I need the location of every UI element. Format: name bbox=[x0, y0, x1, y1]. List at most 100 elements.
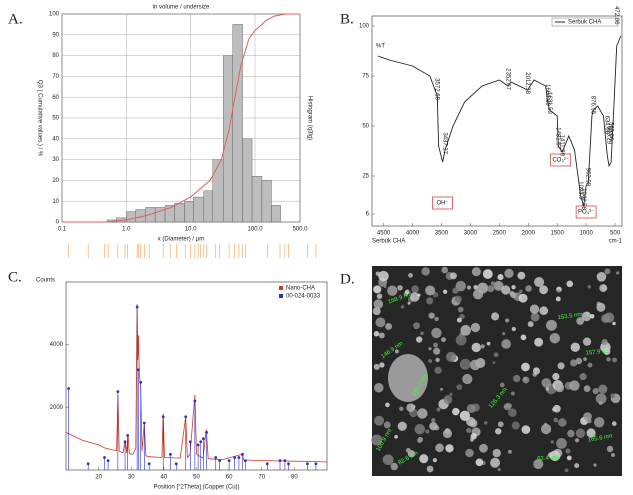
x-tick-label: 3500 bbox=[435, 231, 449, 237]
y-tick-label: 0 bbox=[56, 220, 60, 226]
reference-dot bbox=[233, 456, 237, 459]
sem-particle bbox=[601, 338, 608, 346]
sem-particle bbox=[549, 333, 561, 344]
sem-particle bbox=[466, 404, 476, 414]
histogram-bar bbox=[222, 55, 233, 223]
sem-particle bbox=[510, 391, 515, 396]
peak-label: 3572.68 bbox=[434, 78, 440, 100]
sem-particle bbox=[586, 428, 596, 438]
sem-particle bbox=[409, 292, 420, 302]
y-tick-label: 60 bbox=[52, 95, 59, 101]
x-axis-label: cm-1 bbox=[609, 239, 623, 245]
sem-particle bbox=[456, 384, 463, 390]
sem-particle bbox=[495, 281, 504, 290]
sem-particle bbox=[610, 393, 616, 399]
sem-particle bbox=[431, 327, 442, 339]
sem-particle bbox=[598, 401, 603, 405]
sem-particle bbox=[432, 457, 438, 463]
legend-box bbox=[551, 17, 619, 27]
sem-particle bbox=[442, 429, 452, 439]
sem-particle bbox=[404, 289, 410, 295]
sem-particle bbox=[567, 429, 575, 438]
reference-dot bbox=[287, 462, 290, 466]
panel-label: A. bbox=[8, 11, 23, 27]
sem-particle bbox=[408, 272, 413, 278]
legend-label: Serbuk CHA bbox=[568, 20, 601, 26]
histogram-bar bbox=[232, 24, 243, 223]
reference-dot bbox=[205, 431, 209, 434]
sem-particle bbox=[472, 289, 484, 300]
sem-particle bbox=[532, 367, 541, 375]
x-tick-label: 30 bbox=[128, 475, 135, 481]
sem-particle bbox=[599, 284, 608, 293]
sem-particle bbox=[434, 366, 442, 374]
sem-particle bbox=[373, 363, 380, 370]
sem-particle bbox=[616, 271, 620, 275]
sem-particle bbox=[497, 468, 501, 472]
sem-particle bbox=[557, 289, 561, 293]
x-tick-label: 100.0 bbox=[248, 227, 264, 233]
sem-particle bbox=[470, 322, 481, 333]
sem-particle bbox=[435, 357, 440, 363]
x-tick-label: 2000 bbox=[522, 231, 536, 237]
sem-particle bbox=[529, 304, 540, 314]
sem-particle bbox=[373, 285, 382, 294]
sem-particle bbox=[521, 425, 531, 434]
sem-particle bbox=[511, 326, 516, 332]
histogram-bar bbox=[126, 211, 136, 223]
x-tick-label: 40 bbox=[161, 475, 168, 481]
group-label: CO₃²⁻ bbox=[552, 158, 569, 164]
peak-label: 3437.17 bbox=[442, 132, 448, 154]
y-tick-label: 6 bbox=[366, 212, 370, 218]
reference-dot bbox=[214, 456, 218, 459]
sem-particle bbox=[606, 445, 614, 453]
sem-particle bbox=[611, 453, 615, 457]
legend-label: 00-024-0033 bbox=[286, 294, 321, 300]
sem-particle bbox=[574, 463, 580, 469]
reference-dot bbox=[283, 459, 287, 462]
group-box bbox=[575, 205, 597, 219]
y-tick-label: 25 bbox=[362, 174, 369, 180]
sem-particle bbox=[508, 408, 517, 417]
sem-particle bbox=[558, 418, 567, 427]
reference-dot bbox=[106, 459, 110, 462]
reference-dot bbox=[241, 452, 244, 456]
sem-particle bbox=[428, 312, 435, 319]
x-axis-label: x (Diameter) / µm bbox=[158, 237, 204, 243]
sem-particle bbox=[518, 293, 528, 303]
x-axis-label: Position [°2Theta] (Copper (Cu)) bbox=[153, 485, 239, 491]
sem-particle bbox=[378, 332, 385, 339]
sem-particle bbox=[400, 305, 405, 309]
y2-axis-label: Histogram (q3lg) bbox=[306, 96, 312, 140]
sem-particle bbox=[550, 440, 554, 444]
sem-particle bbox=[565, 448, 571, 454]
y-tick-label: 100 bbox=[49, 12, 60, 18]
y-tick-label: 100 bbox=[359, 24, 370, 30]
sem-particle bbox=[495, 428, 502, 435]
sem-particle bbox=[546, 319, 557, 331]
sem-particle bbox=[460, 325, 471, 336]
sem-particle bbox=[596, 271, 607, 282]
sem-particle bbox=[511, 421, 520, 430]
sem-particle bbox=[612, 321, 616, 326]
sem-particle bbox=[490, 457, 501, 468]
legend-swatch bbox=[279, 294, 283, 298]
sem-particle bbox=[522, 376, 530, 384]
sem-particle bbox=[405, 447, 411, 453]
x-tick-label: 500.0 bbox=[292, 227, 308, 233]
sem-particle bbox=[374, 382, 384, 393]
sem-particle bbox=[426, 465, 434, 473]
sem-particle bbox=[399, 406, 404, 412]
histogram-bar bbox=[261, 180, 272, 223]
sem-particle bbox=[425, 285, 436, 296]
spectrum-line bbox=[377, 35, 622, 207]
sem-particle bbox=[373, 299, 384, 309]
sem-particle bbox=[585, 311, 590, 316]
sem-particle bbox=[406, 403, 416, 413]
sem-particle bbox=[511, 285, 516, 290]
sem-particle bbox=[397, 285, 403, 291]
sem-particle bbox=[431, 418, 436, 423]
peak-label: 569.06 bbox=[607, 122, 613, 141]
sem-particle bbox=[397, 421, 407, 431]
sem-particle bbox=[604, 312, 615, 323]
